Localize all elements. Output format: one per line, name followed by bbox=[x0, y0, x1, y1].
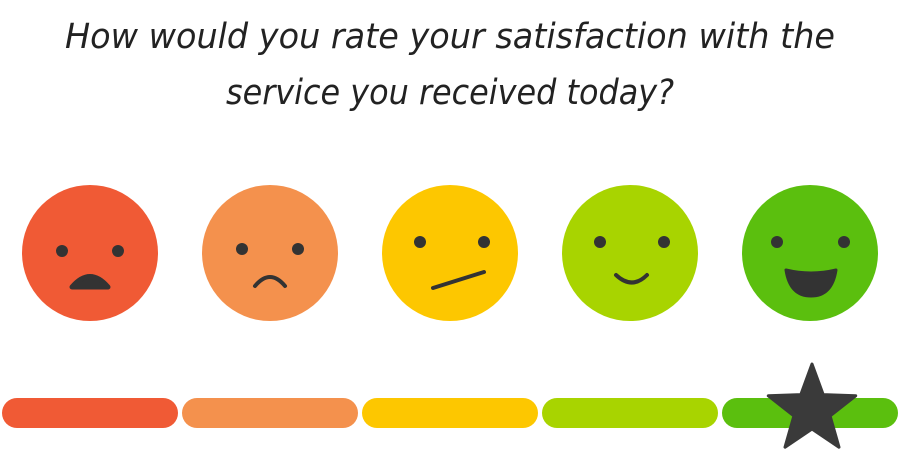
rating-segment[interactable] bbox=[542, 398, 718, 428]
selected-star bbox=[766, 362, 858, 449]
rating-segment[interactable] bbox=[2, 398, 178, 428]
rating-segment[interactable] bbox=[362, 398, 538, 428]
face-very-unhappy[interactable] bbox=[22, 185, 158, 321]
face-neutral[interactable] bbox=[382, 185, 518, 321]
face-happy[interactable] bbox=[562, 185, 698, 321]
question-line: service you received today? bbox=[226, 73, 674, 113]
rating-segment[interactable] bbox=[182, 398, 358, 428]
face-unhappy[interactable] bbox=[202, 185, 338, 321]
face-very-happy[interactable] bbox=[742, 185, 878, 321]
question-line: How would you rate your satisfaction wit… bbox=[65, 17, 835, 57]
